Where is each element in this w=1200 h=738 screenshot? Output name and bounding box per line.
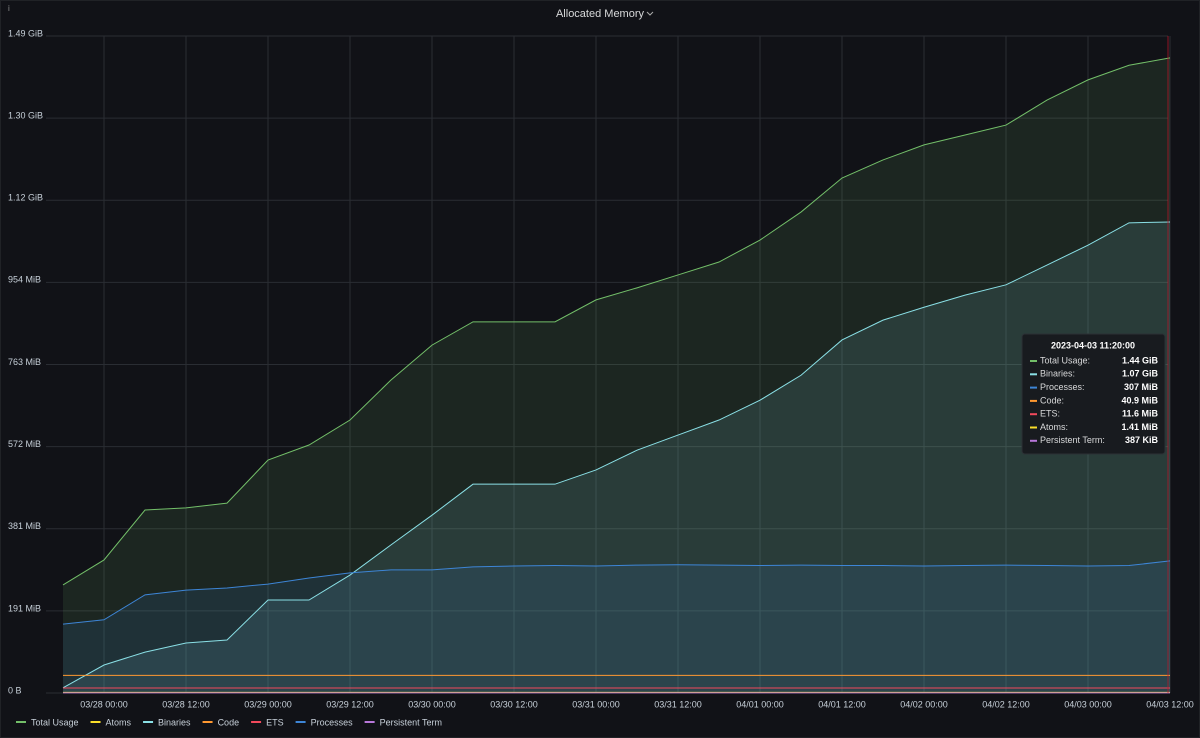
- legend-swatch: [16, 721, 26, 723]
- tooltip-value: 1.07 GiB: [1122, 369, 1159, 379]
- tooltip-swatch: [1030, 399, 1037, 402]
- legend-swatch: [251, 721, 262, 723]
- x-tick-label: 04/02 00:00: [900, 699, 948, 709]
- legend-label[interactable]: Total Usage: [31, 717, 79, 727]
- lines: [62, 57, 1171, 694]
- legend-swatch: [202, 721, 213, 723]
- tooltip-label: Binaries:: [1040, 369, 1075, 379]
- x-tick-label: 03/28 12:00: [162, 699, 210, 709]
- series-line: [62, 221, 1171, 689]
- x-tick-label: 04/01 12:00: [818, 699, 866, 709]
- y-tick-label: 381 MiB: [8, 521, 41, 531]
- legend-label[interactable]: Binaries: [158, 717, 191, 727]
- tooltip-swatch: [1030, 413, 1037, 416]
- tooltip-time: 2023-04-03 11:20:00: [1051, 340, 1135, 350]
- legend-swatch: [295, 721, 306, 723]
- tooltip: 2023-04-03 11:20:00 Total Usage: 1.44 GiB…: [1021, 333, 1166, 455]
- tooltip-swatch: [1030, 439, 1037, 442]
- legend-swatch: [90, 721, 101, 723]
- y-tick-label: 763 MiB: [8, 357, 41, 367]
- legend-swatch: [143, 721, 154, 723]
- tooltip-swatch: [1030, 373, 1037, 376]
- tooltip-value: 1.41 MiB: [1121, 422, 1158, 432]
- y-tick-label: 191 MiB: [8, 603, 41, 613]
- legend-label[interactable]: ETS: [266, 717, 284, 727]
- legend-swatch: [364, 721, 375, 723]
- legend-label[interactable]: Persistent Term: [380, 717, 442, 727]
- x-tick-label: 04/02 12:00: [982, 699, 1030, 709]
- tooltip-value: 40.9 MiB: [1121, 395, 1158, 405]
- tooltip-value: 11.6 MiB: [1122, 409, 1159, 419]
- x-tick-label: 04/03 12:00: [1146, 699, 1194, 709]
- series-area: [63, 560, 1170, 693]
- tooltip-swatch: [1030, 386, 1037, 389]
- grid: [46, 35, 1171, 694]
- tooltip-label: Persistent Term:: [1040, 435, 1105, 445]
- y-tick-label: 0 B: [8, 685, 22, 695]
- x-tick-label: 04/03 00:00: [1064, 699, 1112, 709]
- tooltip-label: Processes:: [1040, 382, 1085, 392]
- x-tick-label: 03/31 12:00: [654, 699, 702, 709]
- series-line: [62, 560, 1171, 625]
- tooltip-box: [1021, 333, 1166, 455]
- x-tick-label: 03/30 00:00: [408, 699, 456, 709]
- title-chevron[interactable]: [646, 11, 654, 16]
- tooltip-value: 1.44 GiB: [1122, 355, 1159, 365]
- x-tick-label: 03/30 12:00: [490, 699, 538, 709]
- series-line: [62, 57, 1171, 586]
- series-area: [63, 221, 1170, 693]
- tooltip-label: Code:: [1040, 395, 1064, 405]
- chart-title[interactable]: Allocated Memory: [556, 8, 645, 20]
- tooltip-label: Total Usage:: [1040, 355, 1090, 365]
- tooltip-swatch: [1030, 360, 1037, 362]
- legend-label[interactable]: Processes: [311, 717, 354, 727]
- y-tick-label: 954 MiB: [8, 275, 41, 285]
- tooltip-value: 307 MiB: [1124, 382, 1159, 392]
- x-tick-label: 03/29 12:00: [326, 699, 374, 709]
- legend-label[interactable]: Atoms: [106, 717, 132, 727]
- x-tick-label: 03/29 00:00: [244, 699, 292, 709]
- tooltip-label: Atoms:: [1040, 422, 1068, 432]
- x-tick-label: 04/01 00:00: [736, 699, 784, 709]
- legend-label[interactable]: Code: [218, 717, 240, 727]
- x-tick-label: 03/28 00:00: [80, 699, 128, 709]
- y-tick-label: 1.30 GiB: [8, 111, 43, 121]
- y-tick-label: 1.12 GiB: [8, 193, 43, 203]
- info-icon[interactable]: i: [8, 4, 10, 13]
- x-tick-label: 03/31 00:00: [572, 699, 620, 709]
- tooltip-swatch: [1030, 426, 1037, 429]
- y-tick-label: 572 MiB: [8, 439, 41, 449]
- areas: [63, 57, 1170, 694]
- series-area: [63, 57, 1170, 694]
- legend: Total Usage Atoms Binaries Code ETS Processes…: [16, 717, 442, 727]
- tooltip-value: 387 KiB: [1125, 435, 1159, 445]
- y-tick-label: 1.49 GiB: [8, 28, 43, 38]
- axis-labels: 0 B 191 MiB 381 MiB 572 MiB 763 MiB 954 MiB 1.…: [8, 28, 1194, 709]
- tooltip-label: ETS:: [1040, 409, 1060, 419]
